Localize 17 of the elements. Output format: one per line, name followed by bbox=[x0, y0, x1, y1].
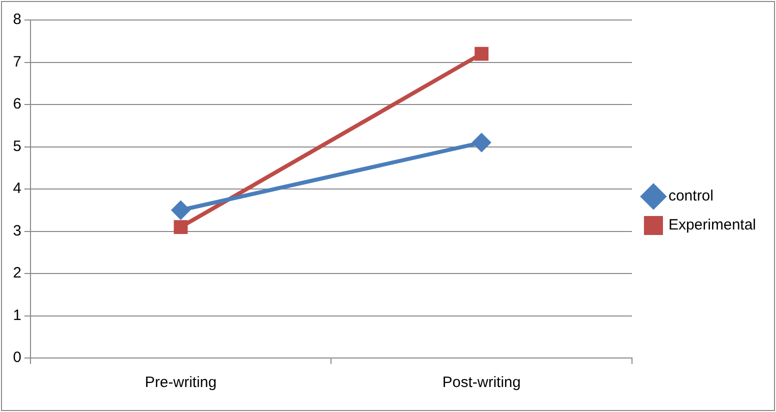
y-tick-label: 1 bbox=[13, 306, 22, 324]
x-tick-label: Post-writing bbox=[442, 374, 521, 392]
legend-label: control bbox=[668, 188, 714, 205]
y-tick-label: 4 bbox=[13, 180, 22, 198]
point bbox=[174, 220, 188, 234]
y-tick-label: 2 bbox=[13, 264, 22, 282]
point bbox=[474, 46, 489, 61]
legend-label: Experimental bbox=[668, 216, 756, 234]
point bbox=[172, 201, 190, 220]
x-tick-label: Pre-writing bbox=[144, 374, 217, 392]
y-tick-label: 6 bbox=[13, 96, 22, 113]
y-tick-label: 7 bbox=[13, 53, 22, 70]
y-tick-label: 0 bbox=[13, 349, 22, 366]
y-tick-label: 5 bbox=[13, 138, 22, 155]
y-tick-label: 8 bbox=[13, 11, 22, 28]
y-tick-label: 3 bbox=[13, 222, 22, 240]
point bbox=[472, 134, 491, 152]
